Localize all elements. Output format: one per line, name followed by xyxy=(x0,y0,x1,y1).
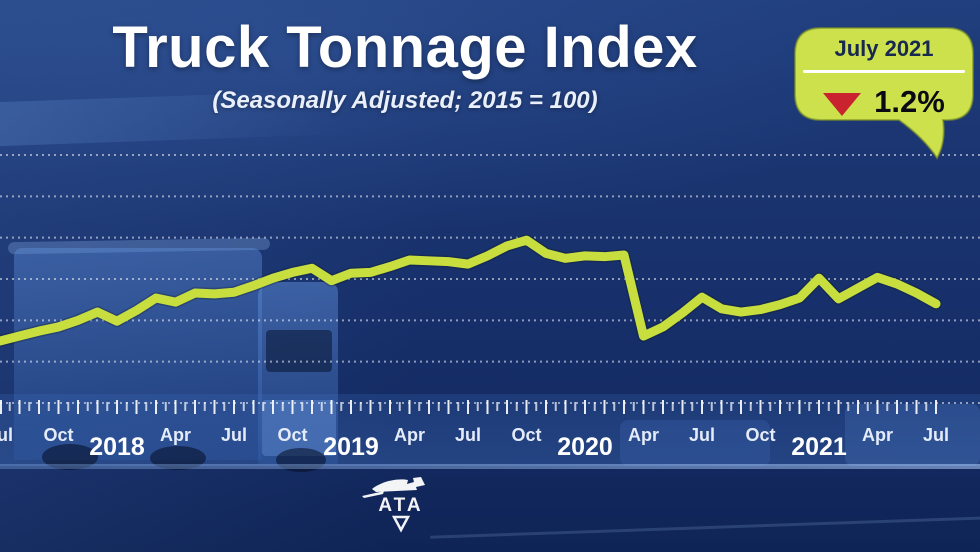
chart-subtitle: (Seasonally Adjusted; 2015 = 100) xyxy=(212,87,598,114)
truck-grille xyxy=(262,400,336,456)
chart-title: Truck Tonnage Index xyxy=(112,15,698,80)
callout-divider xyxy=(803,70,965,73)
speech-bubble xyxy=(794,27,974,160)
distant-vehicle xyxy=(620,420,770,466)
ata-truck-icon xyxy=(362,491,384,498)
ata-logo: ATA xyxy=(358,472,444,544)
truck-trailer xyxy=(14,248,262,460)
truck-windshield xyxy=(266,330,332,372)
down-arrow-icon xyxy=(823,92,862,116)
callout-change-value: 1.2% xyxy=(874,84,945,119)
road-edge-highlight xyxy=(0,464,980,469)
latest-change-callout: July 2021 1.2% xyxy=(788,20,980,165)
distant-vehicle xyxy=(845,404,980,466)
speech-bubble-shape xyxy=(794,27,974,160)
ata-logo-shield xyxy=(391,515,411,533)
lane-marking xyxy=(430,516,980,539)
title-block: Truck Tonnage Index (Seasonally Adjusted… xyxy=(0,14,810,115)
callout-period-label: July 2021 xyxy=(834,36,934,61)
ata-truck-icon xyxy=(372,477,425,492)
callout-change-row: 1.2% xyxy=(795,80,973,124)
ata-logo-text: ATA xyxy=(378,495,423,516)
ata-logo-graphic: ATA xyxy=(362,477,425,533)
